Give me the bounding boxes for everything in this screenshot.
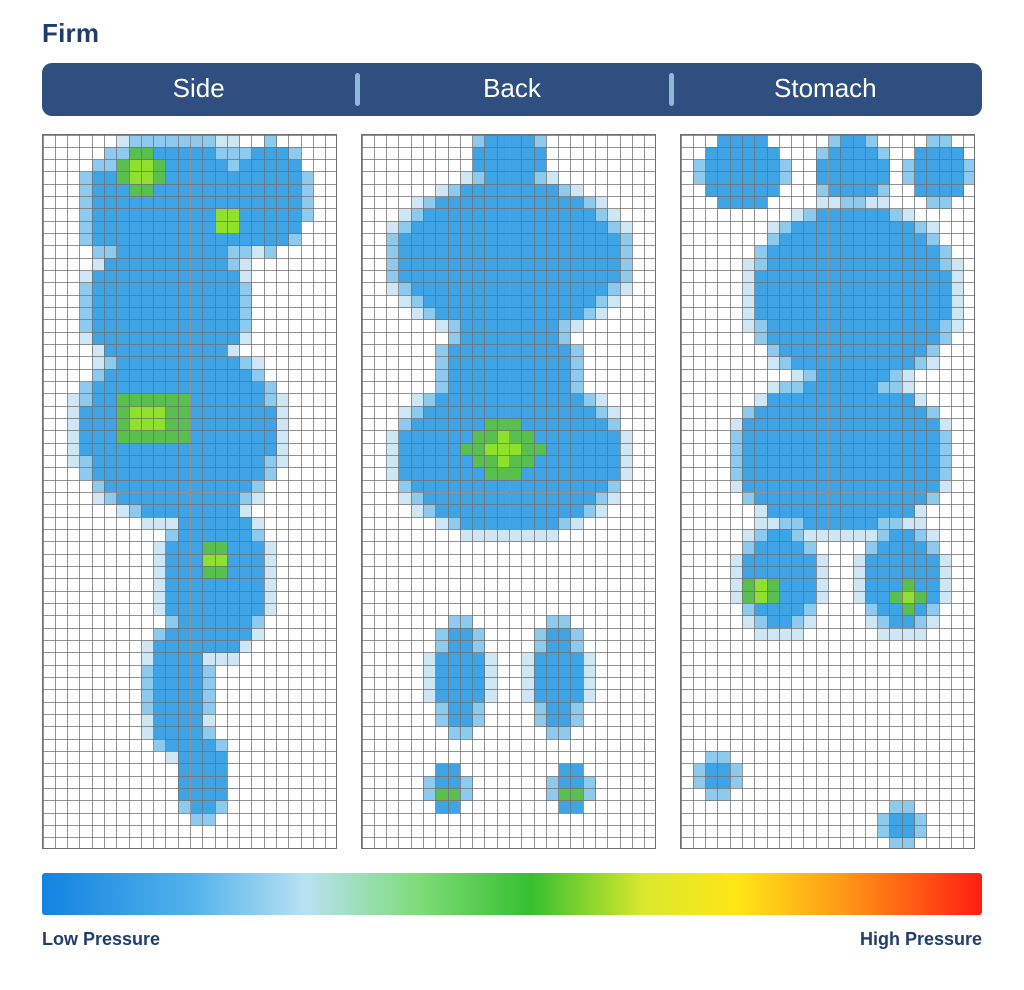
legend: Low Pressure High Pressure [42, 873, 982, 950]
heatmap-panel-back [361, 134, 656, 849]
pressure-gradient-bar [42, 873, 982, 915]
tab-back[interactable]: Back [355, 63, 668, 116]
legend-high-label: High Pressure [860, 929, 982, 950]
page-root: Firm Side Back Stomach Low Pressure High… [0, 0, 1024, 990]
legend-low-label: Low Pressure [42, 929, 160, 950]
tab-stomach[interactable]: Stomach [669, 63, 982, 116]
heatmap-panel-stomach [680, 134, 975, 849]
heatmap-panel-side [42, 134, 337, 849]
position-tabbar: Side Back Stomach [42, 63, 982, 116]
heatmap-panels [42, 134, 982, 849]
tab-side[interactable]: Side [42, 63, 355, 116]
legend-labels: Low Pressure High Pressure [42, 929, 982, 950]
chart-title: Firm [42, 18, 982, 49]
